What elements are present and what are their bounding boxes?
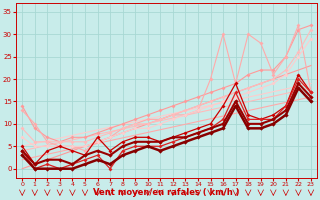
X-axis label: Vent moyen/en rafales ( km/h ): Vent moyen/en rafales ( km/h ) <box>93 188 240 197</box>
